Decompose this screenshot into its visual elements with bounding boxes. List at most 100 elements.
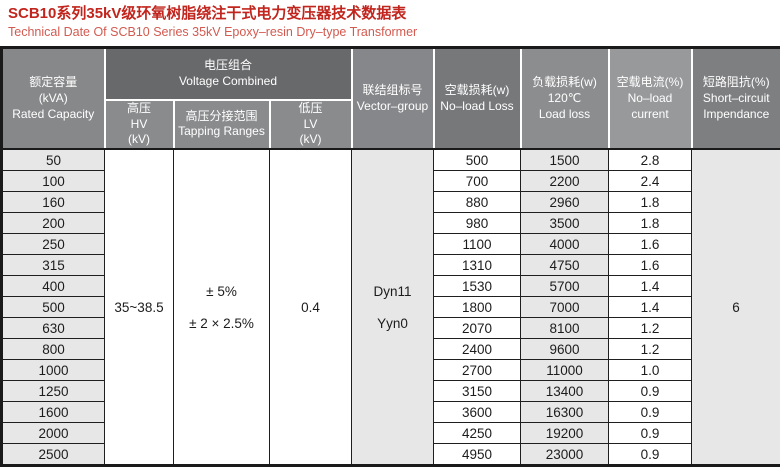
capacity-cell: 2000 — [1, 422, 105, 445]
load-loss-cell: 8100 — [520, 317, 609, 340]
header-short-circuit-impedance: 短路阻抗(%) Short–circuit Impendance — [690, 46, 780, 151]
no-load-loss-cell: 1100 — [433, 233, 521, 256]
capacity-cell: 400 — [1, 275, 105, 298]
table-row: 2000 4250 19200 0.9 — [1, 422, 780, 445]
capacity-cell: 1000 — [1, 359, 105, 382]
vector-group-line-2: Yyn0 — [377, 315, 408, 331]
vector-group-line-1: Dyn11 — [373, 283, 412, 299]
no-load-loss-cell: 500 — [433, 148, 521, 172]
header-hv: 高压 HV (kV) — [103, 98, 175, 151]
no-load-current-cell: 1.2 — [608, 338, 692, 361]
load-loss-cell: 13400 — [520, 380, 609, 403]
no-load-loss-cell: 880 — [433, 191, 521, 214]
load-loss-cell: 7000 — [520, 296, 609, 319]
hv-value-cell: 35~38.5 — [104, 148, 174, 467]
load-loss-cell: 2200 — [520, 170, 609, 193]
load-loss-cell: 9600 — [520, 338, 609, 361]
tapping-line-2: ± 2 × 2.5% — [189, 315, 254, 331]
table-row: 1250 3150 13400 0.9 — [1, 380, 780, 403]
load-loss-cell: 2960 — [520, 191, 609, 214]
header-tapping-ranges: 高压分接范围 Tapping Ranges — [172, 98, 271, 151]
no-load-current-cell: 1.8 — [608, 212, 692, 235]
capacity-cell: 1600 — [1, 401, 105, 424]
no-load-loss-cell: 3600 — [433, 401, 521, 424]
no-load-loss-cell: 2700 — [433, 359, 521, 382]
vector-group-value-cell: Dyn11 Yyn0 — [351, 148, 434, 467]
no-load-current-cell: 1.6 — [608, 233, 692, 256]
no-load-current-cell: 1.2 — [608, 317, 692, 340]
no-load-loss-cell: 3150 — [433, 380, 521, 403]
no-load-current-cell: 1.6 — [608, 254, 692, 277]
header-lv: 低压 LV (kV) — [268, 98, 353, 151]
load-loss-cell: 11000 — [520, 359, 609, 382]
table-header: 额定容量 (kVA) Rated Capacity 电压组合 Voltage C… — [0, 46, 780, 151]
table-row: 400 1530 5700 1.4 — [1, 275, 780, 298]
capacity-cell: 630 — [1, 317, 105, 340]
no-load-current-cell: 0.9 — [608, 443, 692, 467]
no-load-loss-cell: 2070 — [433, 317, 521, 340]
header-row-1: 额定容量 (kVA) Rated Capacity 电压组合 Voltage C… — [0, 46, 780, 151]
capacity-cell: 100 — [1, 170, 105, 193]
capacity-cell: 160 — [1, 191, 105, 214]
no-load-current-cell: 1.4 — [608, 275, 692, 298]
no-load-loss-cell: 1800 — [433, 296, 521, 319]
load-loss-cell: 23000 — [520, 443, 609, 467]
table-row: 1000 2700 11000 1.0 — [1, 359, 780, 382]
capacity-cell: 1250 — [1, 380, 105, 403]
transformer-data-table: 额定容量 (kVA) Rated Capacity 电压组合 Voltage C… — [0, 46, 780, 468]
capacity-cell: 2500 — [1, 443, 105, 467]
table-row: 160 880 2960 1.8 — [1, 191, 780, 214]
tapping-value-cell: ± 5% ± 2 × 2.5% — [173, 148, 270, 467]
header-load-loss: 负载损耗(w) 120℃ Load loss — [519, 46, 610, 151]
no-load-current-cell: 1.0 — [608, 359, 692, 382]
no-load-loss-cell: 1310 — [433, 254, 521, 277]
header-voltage-combined: 电压组合 Voltage Combined — [103, 46, 353, 101]
capacity-cell: 250 — [1, 233, 105, 256]
capacity-cell: 200 — [1, 212, 105, 235]
capacity-cell: 500 — [1, 296, 105, 319]
no-load-loss-cell: 1530 — [433, 275, 521, 298]
header-rated-capacity: 额定容量 (kVA) Rated Capacity — [0, 46, 106, 151]
table-row: 500 1800 7000 1.4 — [1, 296, 780, 319]
no-load-current-cell: 2.4 — [608, 170, 692, 193]
load-loss-cell: 16300 — [520, 401, 609, 424]
no-load-current-cell: 0.9 — [608, 422, 692, 445]
header-no-load-loss: 空载损耗(w) No–load Loss — [432, 46, 522, 151]
capacity-cell: 315 — [1, 254, 105, 277]
load-loss-cell: 5700 — [520, 275, 609, 298]
table-body: 50 35~38.5 ± 5% ± 2 × 2.5% 0.4 Dyn11 Yyn… — [1, 148, 780, 467]
table-row: 800 2400 9600 1.2 — [1, 338, 780, 361]
load-loss-cell: 1500 — [520, 148, 609, 172]
load-loss-cell: 4750 — [520, 254, 609, 277]
table-row: 200 980 3500 1.8 — [1, 212, 780, 235]
table-row: 250 1100 4000 1.6 — [1, 233, 780, 256]
no-load-current-cell: 0.9 — [608, 380, 692, 403]
header-row-2: 高压 HV (kV) 高压分接范围 Tapping Ranges 低压 LV (… — [2, 98, 780, 151]
title-block: SCB10系列35kV级环氧树脂绕注干式电力变压器技术数据表 Technical… — [0, 0, 780, 40]
load-loss-cell: 19200 — [520, 422, 609, 445]
load-loss-cell: 3500 — [520, 212, 609, 235]
header-vector-group: 联结组标号 Vector–group — [350, 46, 435, 151]
header-no-load-current: 空载电流(%) No–load current — [607, 46, 693, 151]
vector-group-values: Dyn11 Yyn0 — [352, 284, 433, 331]
impedance-value-cell: 6 — [691, 148, 780, 467]
load-loss-cell: 4000 — [520, 233, 609, 256]
lv-value-cell: 0.4 — [269, 148, 352, 467]
tapping-line-1: ± 5% — [206, 283, 237, 299]
capacity-cell: 50 — [1, 148, 105, 172]
table-row: 50 35~38.5 ± 5% ± 2 × 2.5% 0.4 Dyn11 Yyn… — [1, 148, 780, 467]
tapping-values: ± 5% ± 2 × 2.5% — [174, 284, 269, 331]
capacity-cell: 800 — [1, 338, 105, 361]
no-load-current-cell: 2.8 — [608, 148, 692, 172]
table-row: 2500 4950 23000 0.9 — [1, 443, 780, 467]
table-row: 100 700 2200 2.4 — [1, 170, 780, 193]
page-subtitle: Technical Date Of SCB10 Series 35kV Epox… — [8, 25, 418, 40]
no-load-loss-cell: 2400 — [433, 338, 521, 361]
no-load-loss-cell: 700 — [433, 170, 521, 193]
no-load-current-cell: 1.8 — [608, 191, 692, 214]
no-load-current-cell: 0.9 — [608, 401, 692, 424]
no-load-loss-cell: 980 — [433, 212, 521, 235]
no-load-current-cell: 1.4 — [608, 296, 692, 319]
no-load-loss-cell: 4250 — [433, 422, 521, 445]
page-title: SCB10系列35kV级环氧树脂绕注干式电力变压器技术数据表 — [8, 5, 407, 22]
